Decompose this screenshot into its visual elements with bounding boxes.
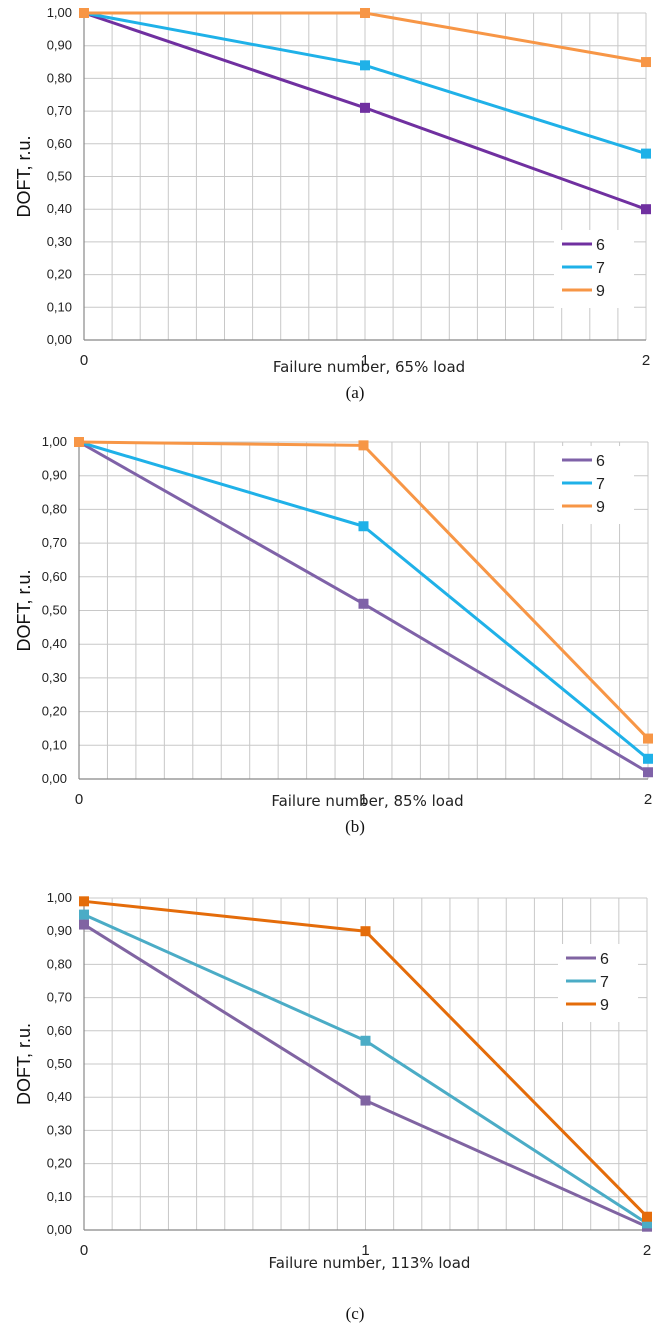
- legend-label-7: 7: [600, 974, 609, 991]
- panel-caption: (a): [346, 383, 365, 402]
- data-point-7: [79, 909, 89, 920]
- legend-label-7: 7: [596, 260, 605, 277]
- legend-label-9: 9: [596, 499, 605, 516]
- y-tick-label: 0,90: [47, 38, 72, 53]
- y-tick-label: 0,10: [47, 1189, 72, 1204]
- x-tick-label: 0: [80, 1242, 88, 1259]
- y-tick-label: 1,00: [47, 5, 72, 20]
- y-tick-label: 0,50: [42, 603, 67, 618]
- legend-box: [558, 944, 638, 1022]
- data-point-7: [360, 1035, 371, 1046]
- data-point-7: [643, 753, 653, 764]
- data-point-9: [360, 926, 371, 937]
- x-axis-label: Failure number, 85% load: [271, 792, 463, 810]
- series-7: [79, 909, 652, 1229]
- panel-caption: (b): [345, 817, 365, 836]
- y-tick-label: 0,30: [42, 670, 67, 685]
- x-tick-label: 1: [361, 1242, 369, 1259]
- legend-box: [554, 230, 634, 308]
- legend-label-9: 9: [600, 997, 609, 1014]
- x-tick-label: 0: [75, 791, 83, 808]
- y-tick-label: 0,20: [42, 704, 67, 719]
- series-9: [79, 896, 652, 1222]
- legend: 6 7 9: [554, 446, 634, 524]
- data-point-7: [360, 60, 370, 71]
- x-tick-label: 2: [642, 352, 650, 369]
- y-tick-label: 1,00: [42, 434, 67, 449]
- data-point-9: [79, 8, 89, 18]
- chart-a: 0,00 0,10 0,20 0,30 0,40 0,50 0,60 0,70 0,80 0,90…: [14, 5, 651, 402]
- data-point-7: [641, 148, 651, 159]
- x-tick-label: 1: [361, 352, 369, 369]
- legend-box: [554, 446, 634, 524]
- chart-c: 0,00 0,10 0,20 0,30 0,40 0,50 0,60 0,70 0,80 0,90…: [14, 890, 652, 1323]
- y-tick-label: 0,70: [42, 535, 67, 550]
- data-point-6: [641, 204, 651, 215]
- data-point-7: [642, 1218, 652, 1229]
- y-tick-label: 0,60: [42, 569, 67, 584]
- x-tick-label: 2: [643, 1242, 651, 1259]
- y-tick-label: 0,20: [47, 267, 72, 282]
- data-point-6: [360, 1095, 371, 1106]
- x-tick-label: 0: [80, 352, 88, 369]
- y-tick-label: 0,60: [47, 1023, 72, 1038]
- legend-label-9: 9: [596, 283, 605, 300]
- data-point-9: [360, 8, 370, 18]
- y-tick-label: 0,80: [47, 956, 72, 971]
- y-tick-label: 0,10: [47, 299, 72, 314]
- data-point-9: [642, 1211, 652, 1222]
- data-point-9: [643, 733, 653, 744]
- y-axis-label: DOFT, r.u.: [14, 1023, 34, 1105]
- series-9: [79, 8, 651, 68]
- y-tick-label: 0,90: [42, 468, 67, 483]
- y-tick-label: 0,00: [47, 1222, 72, 1237]
- chart-panel-b: 0,00 0,10 0,20 0,30 0,40 0,50 0,60 0,70 0,80 0,90…: [0, 434, 664, 885]
- y-tick-label: 0,40: [42, 636, 67, 651]
- legend-label-6: 6: [596, 453, 605, 470]
- y-tick-label: 0,60: [47, 136, 72, 151]
- data-point-9: [79, 896, 89, 907]
- chart-panel-a: 0,00 0,10 0,20 0,30 0,40 0,50 0,60 0,70 0,80 0,90…: [0, 0, 664, 440]
- y-tick-label: 0,30: [47, 1122, 72, 1137]
- y-tick-label: 0,10: [42, 737, 67, 752]
- legend-label-6: 6: [600, 951, 609, 968]
- legend: 6 7 9: [558, 944, 638, 1022]
- x-tick-label: 2: [644, 791, 652, 808]
- x-axis-label: Failure number, 113% load: [269, 1254, 471, 1272]
- y-tick-label: 0,50: [47, 1056, 72, 1071]
- y-axis-label: DOFT, r.u.: [14, 569, 34, 651]
- legend-label-7: 7: [596, 476, 605, 493]
- y-tick-label: 0,70: [47, 103, 72, 118]
- y-tick-label: 0,00: [42, 771, 67, 786]
- series-9: [74, 437, 653, 744]
- y-tick-label: 0,00: [47, 332, 72, 347]
- y-tick-label: 0,40: [47, 201, 72, 216]
- data-point-9: [74, 437, 84, 447]
- data-point-9: [358, 440, 369, 451]
- y-tick-label: 1,00: [47, 890, 72, 905]
- panel-caption: (c): [346, 1304, 365, 1323]
- y-tick-label: 0,30: [47, 234, 72, 249]
- data-point-6: [360, 102, 370, 113]
- y-tick-label: 0,90: [47, 923, 72, 938]
- data-point-7: [358, 521, 369, 532]
- x-axis-label: Failure number, 65% load: [273, 358, 465, 376]
- y-axis-label: DOFT, r.u.: [14, 135, 34, 217]
- legend-label-6: 6: [596, 237, 605, 254]
- chart-panel-c: 0,00 0,10 0,20 0,30 0,40 0,50 0,60 0,70 0,80 0,90…: [0, 885, 664, 1337]
- y-tick-label: 0,80: [42, 501, 67, 516]
- y-tick-label: 0,80: [47, 70, 72, 85]
- x-tick-label: 1: [359, 791, 367, 808]
- chart-b: 0,00 0,10 0,20 0,30 0,40 0,50 0,60 0,70 0,80 0,90…: [14, 434, 653, 836]
- legend: 6 7 9: [554, 230, 634, 308]
- y-tick-label: 0,70: [47, 990, 72, 1005]
- data-point-6: [358, 598, 369, 609]
- y-tick-label: 0,40: [47, 1089, 72, 1104]
- y-tick-label: 0,50: [47, 169, 72, 184]
- data-point-6: [79, 919, 89, 930]
- data-point-9: [641, 57, 651, 68]
- y-tick-label: 0,20: [47, 1156, 72, 1171]
- data-point-6: [643, 767, 653, 778]
